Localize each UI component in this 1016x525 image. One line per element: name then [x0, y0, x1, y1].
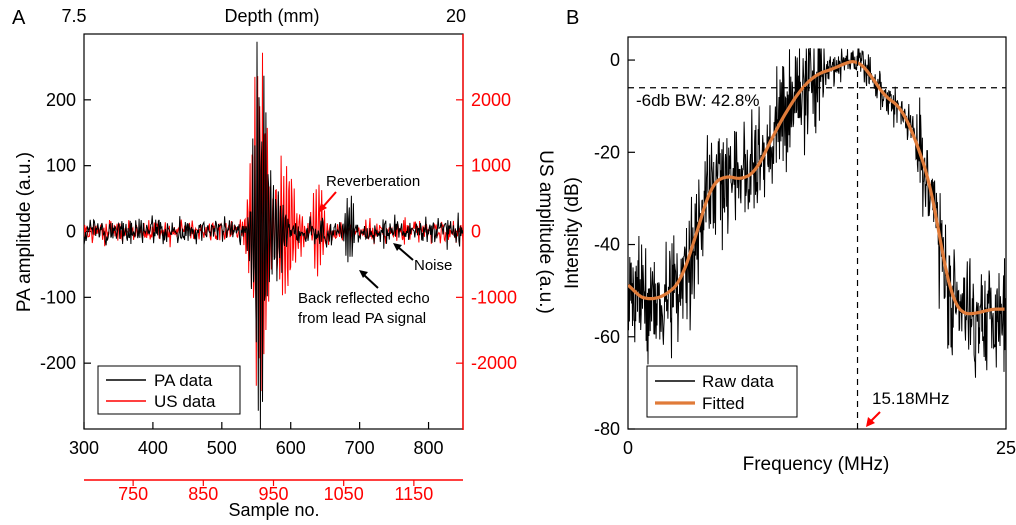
b-x-tick-label: 25 — [996, 438, 1016, 458]
b-y-axis-label: Intensity (dB) — [562, 177, 583, 289]
fitted-line — [628, 60, 1005, 316]
peak-label: 15.18MHz — [872, 389, 949, 408]
bottom2-tick-label: 750 — [118, 484, 148, 504]
bottom-tick-label: 300 — [69, 438, 99, 458]
b-y-tick-label: -20 — [594, 142, 620, 162]
top-axis-label: Depth (mm) — [224, 6, 319, 26]
left-tick-label: -200 — [40, 353, 76, 373]
legend-fitted-label: Fitted — [702, 394, 745, 413]
panel-b-label: B — [566, 7, 579, 29]
panel-b-frame — [627, 36, 1007, 430]
top-tick-start: 7.5 — [61, 6, 86, 26]
left-tick-label: -100 — [40, 287, 76, 307]
peak-arrowhead — [866, 417, 875, 427]
annotation-noise: Noise — [414, 257, 452, 274]
bottom2-tick-label: 950 — [258, 484, 288, 504]
right-tick-label: -2000 — [471, 353, 517, 373]
bottom2-tick-label: 850 — [188, 484, 218, 504]
panel-a-label: A — [12, 7, 26, 29]
noise-arrowhead — [393, 243, 402, 251]
bottom-tick-label: 600 — [276, 438, 306, 458]
right-tick-label: 0 — [471, 222, 481, 242]
panel-b-legend — [646, 365, 798, 418]
left-axis-label: PA amplitude (a.u.) — [14, 152, 35, 312]
bottom-axis-label: Sample no. — [228, 500, 319, 520]
bottom-tick-label: 500 — [207, 438, 237, 458]
b-y-tick-label: -40 — [594, 235, 620, 255]
b-y-tick-label: 0 — [610, 50, 620, 70]
bw-label: -6db BW: 42.8% — [636, 91, 759, 110]
bottom2-axis-ticks: 750 850 950 1050 1150 — [118, 480, 433, 504]
b-x-tick-label: 0 — [623, 438, 633, 458]
top-tick-end: 20 — [446, 6, 466, 26]
bottom2-tick-label: 1150 — [395, 484, 434, 504]
pa-data-line — [84, 41, 463, 429]
b-x-axis-label: Frequency (MHz) — [743, 454, 890, 475]
noise-arrow — [397, 246, 414, 261]
bottom-tick-label: 400 — [138, 438, 168, 458]
b-y-tick-label: -80 — [594, 419, 620, 439]
annotation-reverberation: Reverberation — [326, 173, 420, 190]
panel-a-legend — [97, 365, 241, 415]
reverberation-arrow — [321, 191, 337, 209]
raw-data-line — [628, 48, 1006, 378]
legend-raw-label: Raw data — [702, 372, 774, 391]
echo-arrowhead — [359, 270, 368, 278]
bottom-tick-label: 800 — [414, 438, 444, 458]
right-axis-label: US amplitude (a.u.) — [535, 150, 556, 314]
b-x-axis-ticks: 0 25 — [623, 438, 1016, 458]
legend-us-label: US data — [154, 392, 216, 411]
right-tick-label: 1000 — [471, 156, 511, 176]
legend-pa-label: PA data — [154, 371, 213, 390]
left-tick-label: 200 — [46, 90, 76, 110]
b-y-tick-label: -60 — [594, 327, 620, 347]
right-tick-label: -1000 — [471, 287, 517, 307]
bottom-axis-ticks: 300 400 500 600 700 800 — [69, 422, 444, 458]
bottom-tick-label: 700 — [345, 438, 375, 458]
b-y-axis-ticks: -80 -60 -40 -20 0 — [594, 50, 635, 439]
left-axis-ticks: -200 -100 0 100 200 — [40, 90, 91, 373]
bottom2-tick-label: 1050 — [324, 484, 364, 504]
left-tick-label: 0 — [66, 222, 76, 242]
reverberation-arrowhead — [318, 203, 327, 213]
right-tick-label: 2000 — [471, 90, 511, 110]
left-tick-label: 100 — [46, 156, 76, 176]
annotation-echo-line2: from lead PA signal — [298, 310, 426, 327]
annotation-echo-line1: Back reflected echo — [298, 290, 430, 307]
right-axis-ticks: -2000 -1000 0 1000 2000 — [456, 90, 517, 373]
echo-arrow — [363, 274, 379, 289]
